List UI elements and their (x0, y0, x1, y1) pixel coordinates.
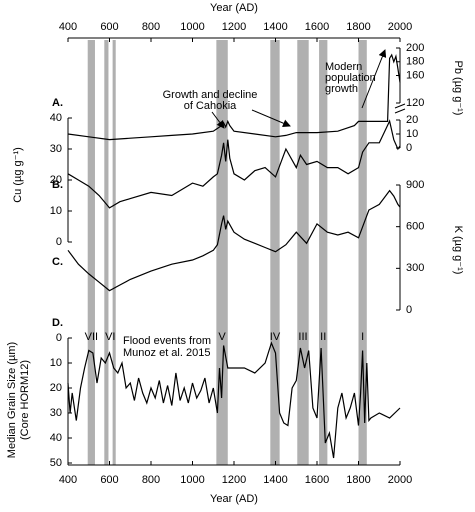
flood-label: VI (105, 331, 115, 343)
annotation: Munoz et al. 2015 (123, 347, 210, 359)
y-tick-label: 10 (406, 128, 418, 140)
x-tick-label: 1200 (222, 474, 246, 486)
flood-band (112, 40, 116, 465)
panel-label: A. (52, 97, 63, 109)
x-tick-label: 2000 (388, 474, 412, 486)
x-tick-label: 400 (59, 21, 77, 33)
y-tick-label: 20 (50, 174, 62, 186)
y-tick-label: 120 (406, 97, 424, 109)
x-tick-label: 600 (100, 474, 118, 486)
flood-band (319, 40, 328, 465)
y-axis-title: (Core HORM12) (19, 360, 31, 440)
flood-label: I (361, 331, 364, 343)
flood-bands (87, 40, 367, 465)
x-tick-label: 1800 (346, 21, 370, 33)
flood-label: II (320, 331, 326, 343)
x-tick-label: 1200 (222, 21, 246, 33)
y-tick-label: 180 (406, 56, 424, 68)
y-tick-label: 30 (50, 143, 62, 155)
x-tick-label: 400 (59, 474, 77, 486)
x-tick-label: 1400 (263, 21, 287, 33)
x-tick-label: 600 (100, 21, 118, 33)
flood-band (270, 40, 280, 465)
y-tick-label: 40 (50, 432, 62, 444)
y-tick-label: 600 (406, 221, 424, 233)
annotation: population (325, 72, 376, 84)
y-tick-label: 300 (406, 262, 424, 274)
y-tick-label: 900 (406, 179, 424, 191)
bottom-axis-title: Year (AD) (210, 493, 258, 505)
y-axis-title: Pb (µg g⁻¹) (452, 61, 464, 116)
axis-break (394, 103, 406, 114)
arrow (251, 109, 291, 127)
y-tick-label: 200 (406, 42, 424, 54)
series-line (67, 53, 401, 141)
panel-label: C. (52, 256, 63, 268)
y-tick-label: 20 (50, 382, 62, 394)
panel-label: D. (52, 317, 63, 329)
annotation: of Cahokia (184, 100, 237, 112)
flood-band (87, 40, 95, 465)
flood-band (216, 40, 228, 465)
series-line (67, 341, 401, 459)
flood-label: III (298, 331, 307, 343)
flood-label: IV (270, 331, 281, 343)
x-tick-label: 800 (142, 474, 160, 486)
x-tick-label: 1800 (346, 474, 370, 486)
series-line (67, 189, 401, 292)
y-tick-label: 0 (56, 332, 62, 344)
y-tick-label: 0 (56, 236, 62, 248)
x-tick-label: 1000 (180, 21, 204, 33)
x-tick-label: 1400 (263, 474, 287, 486)
series-line (67, 119, 401, 209)
annotation: Growth and decline (163, 89, 258, 101)
x-tick-label: 1000 (180, 474, 204, 486)
flood-label: VII (85, 331, 98, 343)
y-tick-label: 160 (406, 69, 424, 81)
y-tick-label: 30 (50, 407, 62, 419)
flood-band (297, 40, 309, 465)
y-tick-label: 10 (50, 357, 62, 369)
x-tick-label: 800 (142, 21, 160, 33)
x-tick-label: 2000 (388, 21, 412, 33)
y-tick-label: 40 (50, 112, 62, 124)
y-axis-title: Cu (µg g⁻¹) (12, 147, 24, 203)
y-tick-label: 10 (50, 205, 62, 217)
x-tick-label: 1600 (305, 21, 329, 33)
arrow (361, 49, 387, 109)
annotation: growth (325, 83, 358, 95)
y-axis-title: K (µg g⁻¹) (452, 226, 464, 275)
y-tick-label: 20 (406, 114, 418, 126)
y-tick-label: 0 (406, 304, 412, 316)
top-axis-title: Year (AD) (210, 2, 258, 14)
panel-label: B. (52, 179, 63, 191)
x-tick-label: 1600 (305, 474, 329, 486)
y-tick-label: 0 (406, 142, 412, 154)
annotation: Modern (325, 61, 362, 73)
y-tick-label: 50 (50, 457, 62, 469)
annotation: Flood events from (123, 335, 211, 347)
flood-label: V (218, 331, 226, 343)
y-axis-title: Median Grain Size (µm) (6, 342, 18, 458)
flood-band (104, 40, 109, 465)
flood-band (358, 40, 367, 465)
